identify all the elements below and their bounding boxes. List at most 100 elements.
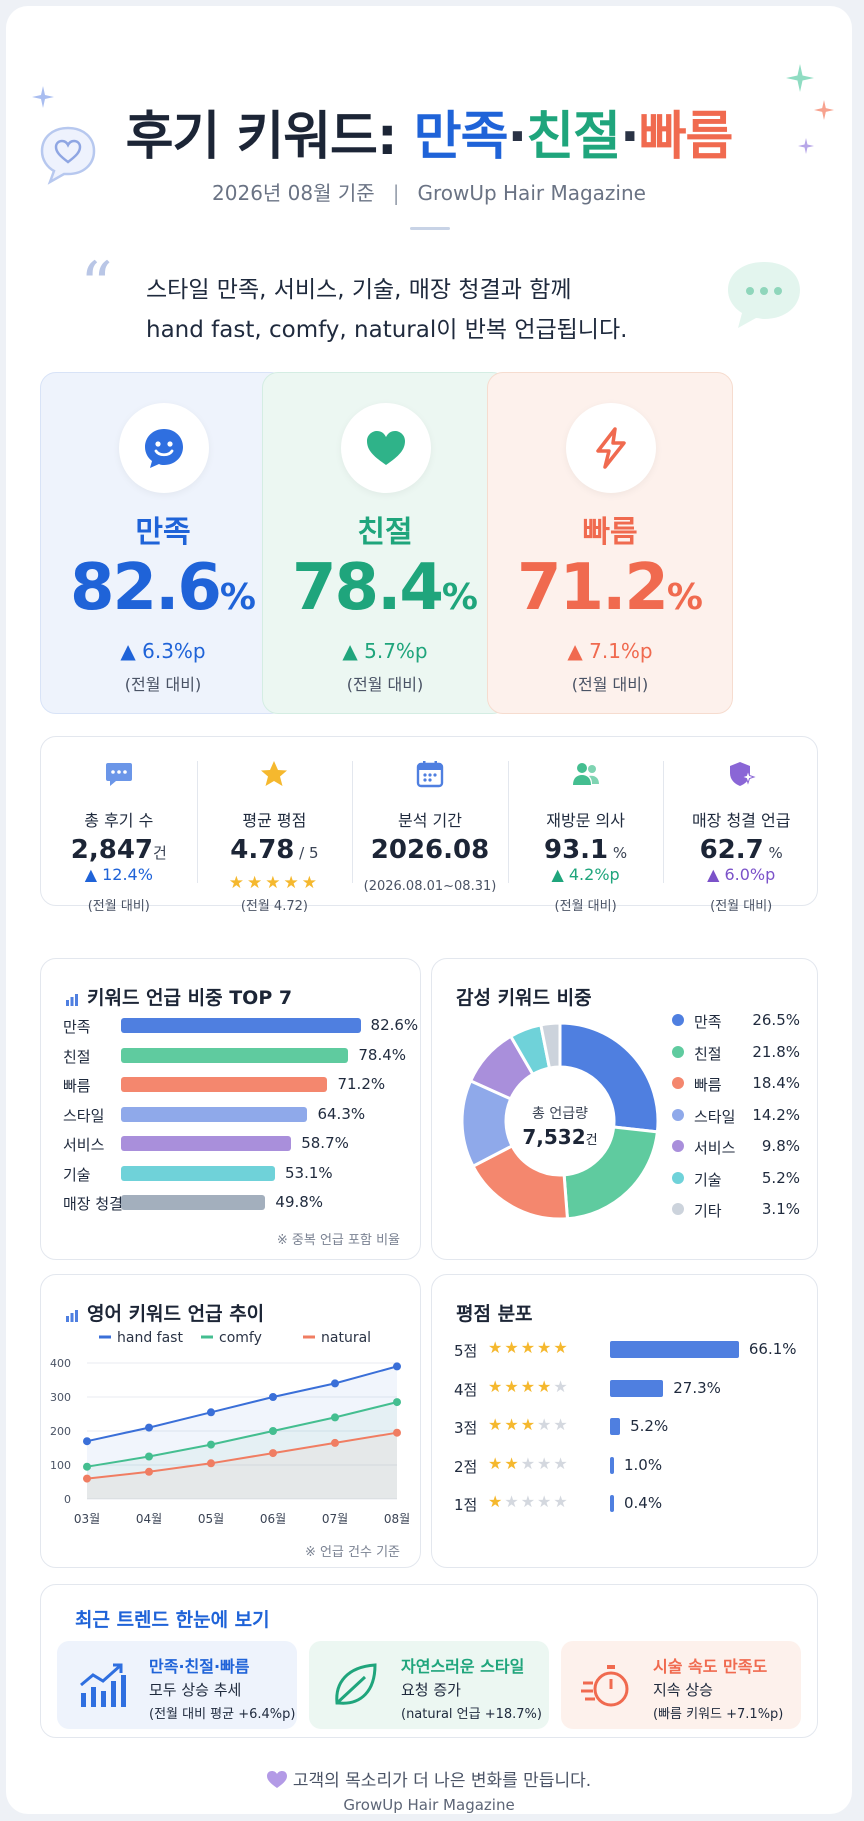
legend-label: 서비스	[694, 1139, 736, 1157]
keyword-bar-panel: 키워드 언급 비중 TOP 7 만족 82.6% 친절 78.4% 빠름 71.2% 스타일…	[40, 958, 421, 1260]
trend-card-detail: (빠름 키워드 +7.1%p)	[653, 1707, 784, 1722]
legend-value: 14.2%	[752, 1105, 800, 1124]
calendar-icon	[415, 759, 445, 793]
star-icon: ★	[504, 1415, 521, 1434]
series-point	[393, 1428, 401, 1437]
legend-value: 3.1%	[761, 1200, 800, 1218]
stat-label: 재방문 의사	[546, 811, 625, 830]
series-line-natural	[86, 1431, 398, 1480]
kpi-name: 친절	[357, 515, 413, 550]
legend-label: hand fast	[117, 1330, 183, 1346]
series-point	[393, 1362, 401, 1371]
stars-rating: ★★★★★	[228, 873, 320, 893]
stat-delta: ▲ 4.2%p	[551, 865, 620, 884]
series-point	[83, 1437, 91, 1446]
chat-bubble-icon	[104, 759, 134, 793]
legend-dot	[672, 1171, 684, 1184]
star-icon: ★	[553, 1376, 570, 1396]
quote-icon: “	[80, 249, 113, 323]
star-icon: ★	[488, 1338, 505, 1357]
summary-quote: 스타일 만족, 서비스, 기술, 매장 청결과 함께 hand fast, co…	[146, 277, 628, 343]
keyword-value-label: 53.1%	[284, 1163, 333, 1182]
kpi-value: 71.2%	[517, 551, 703, 625]
keyword-bar	[121, 1136, 292, 1151]
kpi-note: (전월 대비)	[124, 675, 202, 694]
star-icon: ★	[553, 1453, 570, 1473]
legend-label: 친절	[694, 1044, 722, 1063]
star-icon: ★	[537, 1415, 554, 1434]
x-tick-label: 05월	[198, 1512, 224, 1526]
series-point	[207, 1408, 215, 1417]
rating-stars: ★★★★★	[488, 1377, 570, 1396]
keyword-label: 만족	[63, 1018, 91, 1036]
star-icon: ★	[537, 1453, 554, 1473]
sparkle-icon	[798, 138, 814, 154]
trend-card-title: 시술 속도 만족도	[653, 1657, 768, 1676]
star-icon	[259, 759, 289, 793]
stat-divider	[352, 761, 354, 883]
keyword-footnote: ※ 중복 언급 포함 비율	[276, 1233, 400, 1248]
kpi-delta: ▲ 6.3%p	[120, 639, 206, 663]
star-icon: ★	[520, 1453, 538, 1473]
series-point	[145, 1423, 153, 1432]
star-icon: ★	[488, 1415, 505, 1434]
keyword-bar	[121, 1106, 308, 1122]
rating-bar	[610, 1456, 614, 1474]
keyword-value-label: 71.2%	[337, 1075, 386, 1093]
series-point	[269, 1449, 277, 1458]
stat-label: 평균 평점	[242, 811, 307, 830]
summary-stats: 총 후기 수 2,847건 ▲ 12.4% (전월 대비) 평균 평점 4.78 / 5 ★…	[40, 736, 818, 914]
series-area-comfy	[87, 1402, 397, 1499]
legend-label: 만족	[694, 1013, 722, 1031]
legend-dot	[672, 1045, 684, 1058]
kpi-delta: ▲ 7.1%p	[567, 639, 653, 663]
kpi-card-1: 만족 82.6% ▲ 6.3%p (전월 대비)	[40, 372, 286, 714]
stat-label: 분석 기간	[398, 811, 462, 830]
legend-dot	[672, 1077, 684, 1089]
legend-value: 21.8%	[752, 1042, 800, 1061]
stat-divider	[663, 761, 665, 883]
page-subtitle: 2026년 08월 기준 | GrowUp Hair Magazine	[212, 181, 646, 205]
keyword-value-label: 58.7%	[301, 1134, 349, 1152]
series-point	[331, 1438, 339, 1447]
stat-note: (전월 대비)	[554, 899, 617, 914]
report-date: 2026년 08월 기준	[212, 181, 375, 205]
legend-dot	[672, 1108, 684, 1121]
rating-bar	[610, 1495, 614, 1512]
english-keyword-trend-panel: 영어 키워드 언급 추이 0 100 200 300 400 03월 04월 05월 06월 07…	[40, 1274, 421, 1568]
sentiment-donut-panel: 감성 키워드 비중 총 언급량 7,532건 만족 26.5% 친절 21.8% 빠름 1…	[431, 958, 818, 1260]
stat-value: 4.78 / 5	[230, 835, 319, 865]
divider	[410, 227, 450, 230]
legend-value: 18.4%	[752, 1074, 800, 1092]
stat-note: (전월 대비)	[710, 899, 773, 914]
series-point	[207, 1459, 215, 1468]
star-icon: ★	[553, 1338, 570, 1357]
legend-label: comfy	[219, 1330, 262, 1346]
kpi-name: 만족	[135, 515, 191, 550]
star-icon: ★	[504, 1492, 521, 1511]
series-point	[83, 1474, 91, 1483]
trend-card-title: 만족·친절·빠름	[149, 1657, 250, 1676]
rating-label: 5점	[454, 1342, 478, 1360]
stat-delta: ▲ 6.0%p	[707, 865, 776, 884]
recent-trends-panel: 최근 트렌드 한눈에 보기 만족·친절·빠름 모두 상승 추세 (전월 대비 평균 …	[40, 1584, 818, 1738]
star-icon: ★	[520, 1376, 538, 1396]
rating-panel-title: 평점 분포	[456, 1303, 533, 1325]
series-point	[331, 1379, 339, 1388]
star-icon: ★	[520, 1492, 538, 1511]
stat-value: 2,847건	[70, 835, 167, 865]
stat-value: 2026.08	[370, 835, 490, 865]
star-icon: ★	[553, 1415, 570, 1434]
stat-value: 62.7 %	[699, 835, 783, 865]
stat-note: (전월 대비)	[87, 899, 150, 914]
keyword-label: 빠름	[63, 1077, 91, 1095]
legend-dot	[672, 1203, 684, 1215]
legend-value: 5.2%	[761, 1168, 800, 1187]
users-icon	[571, 759, 601, 793]
stat-2: 평균 평점 4.78 / 5 ★★★★★ (전월 4.72)	[197, 737, 353, 914]
rating-label: 3점	[454, 1419, 478, 1437]
trend-card-title: 자연스러운 스타일	[401, 1657, 525, 1676]
x-tick-label: 03월	[74, 1512, 100, 1526]
kpi-card-3: 빠름 71.2% ▲ 7.1%p (전월 대비)	[487, 372, 733, 714]
rating-value-label: 0.4%	[624, 1494, 663, 1512]
